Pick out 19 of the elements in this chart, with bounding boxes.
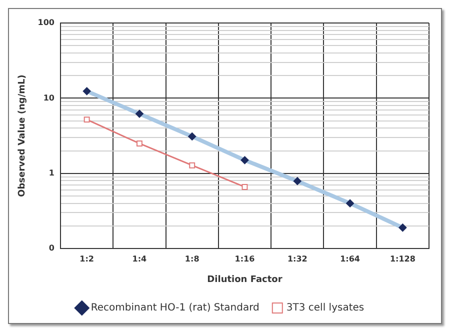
- point: [136, 140, 142, 146]
- y-axis-title: Observed Value (ng/mL): [18, 74, 28, 197]
- x-tick-label: 1:128: [390, 254, 416, 264]
- point: [189, 162, 196, 168]
- legend-label: 3T3 cell lysates: [286, 302, 364, 314]
- x-tick-label: 1:16: [234, 254, 256, 264]
- x-tick-label: 1:2: [80, 254, 94, 264]
- x-axis-title: Dilution Factor: [207, 274, 283, 285]
- x-tick-label: 1:32: [287, 254, 308, 264]
- x-tick-label: 1:4: [132, 254, 148, 264]
- y-tick-label: 100: [38, 18, 55, 28]
- y-tick-label: 10: [43, 93, 55, 102]
- legend-label: Recombinant HO-1 (rat) Standard: [90, 302, 260, 314]
- point: [242, 184, 248, 190]
- y-tick-label: 1: [48, 168, 55, 178]
- y-tick-label: 0: [48, 244, 55, 253]
- x-tick-label: 1:64: [340, 254, 360, 264]
- x-tick-label: 1:8: [184, 254, 200, 264]
- point: [84, 116, 90, 123]
